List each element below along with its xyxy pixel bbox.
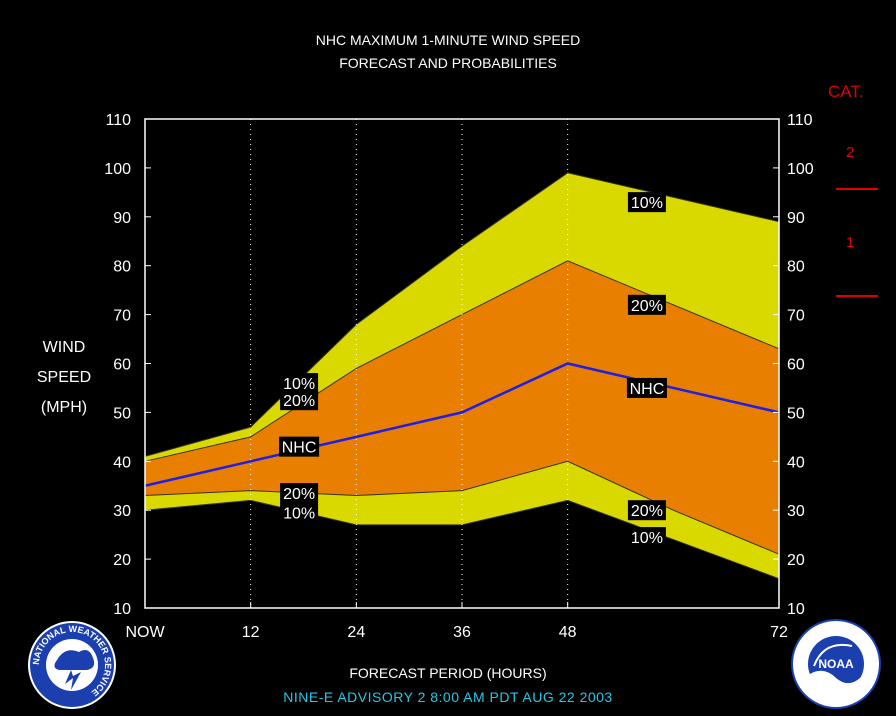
y-tick-label-left-10: 10	[113, 601, 131, 618]
y-tick-label-left-50: 50	[113, 405, 131, 422]
chart-title-line2: FORECAST AND PROBABILITIES	[339, 55, 557, 71]
annotation-20pct-1: 20%	[280, 390, 319, 411]
annotation-label: 10%	[631, 530, 663, 547]
band-edge-upper_outer	[144, 172, 780, 457]
annotation-20pct-8: 20%	[627, 500, 666, 521]
chart-title-line1: NHC MAXIMUM 1-MINUTE WIND SPEED	[315, 32, 581, 48]
y-tick-label-left-70: 70	[113, 308, 131, 325]
annotation-label: 20%	[283, 393, 315, 410]
y-tick-label-left-30: 30	[113, 503, 131, 520]
advisory-info: NINE-E ADVISORY 2 8:00 AM PDT AUG 22 200…	[283, 689, 613, 705]
y-tick-label-left-40: 40	[113, 454, 131, 471]
category-1-label: 1	[846, 234, 855, 251]
annotation-label: NHC	[282, 440, 317, 457]
annotation-box	[280, 483, 319, 504]
y-tick-label-right-70: 70	[787, 308, 805, 325]
noaa-logo-icon: NOAA	[791, 619, 881, 709]
annotation-box	[627, 192, 666, 213]
y-tick-label-right-110: 110	[787, 112, 813, 129]
y-tick-label-right-20: 20	[787, 552, 805, 569]
x-tick-label-36: 36	[453, 624, 471, 641]
y-tick-label-left-90: 90	[113, 210, 131, 227]
annotation-label: 10%	[283, 506, 315, 523]
annotation-label: 20%	[631, 298, 663, 315]
annotation-box	[280, 502, 319, 523]
annotation-box	[627, 500, 666, 521]
y-tick-label-right-90: 90	[787, 210, 805, 227]
annotation-10pct-9: 10%	[627, 527, 666, 548]
y-tick-label-right-30: 30	[787, 503, 805, 520]
y-tick-label-left-60: 60	[113, 357, 131, 374]
x-tick-label-48: 48	[559, 624, 577, 641]
y-axis-label-units: (MPH)	[40, 399, 88, 416]
y-axis-label-speed: SPEED	[36, 369, 92, 386]
annotation-10pct-4: 10%	[280, 502, 319, 523]
annotation-label: NHC	[630, 381, 665, 398]
annotation-box	[627, 294, 666, 315]
band-edge-lower_inner	[144, 460, 780, 555]
y-tick-label-right-40: 40	[787, 454, 805, 471]
x-tick-label-24: 24	[347, 624, 365, 641]
nws-logo-icon: NATIONAL WEATHER SERVICE	[28, 621, 116, 709]
annotation-NHC-2: NHC	[279, 436, 320, 457]
y-tick-label-right-10: 10	[787, 601, 805, 618]
noaa-logo-text: NOAA	[818, 657, 854, 671]
annotation-10pct-5: 10%	[627, 192, 666, 213]
annotation-NHC-7: NHC	[626, 377, 667, 398]
x-tick-label-NOW: NOW	[125, 624, 165, 641]
y-tick-label-left-110: 110	[105, 112, 131, 129]
y-tick-label-left-20: 20	[113, 552, 131, 569]
annotation-label: 20%	[283, 486, 315, 503]
annotation-box	[627, 527, 666, 548]
annotation-label: 10%	[631, 195, 663, 212]
y-tick-label-left-100: 100	[104, 161, 131, 178]
annotation-20pct-6: 20%	[627, 294, 666, 315]
y-tick-label-right-100: 100	[787, 161, 814, 178]
category-2-threshold-line	[836, 188, 878, 190]
annotation-box	[279, 436, 320, 457]
y-tick-label-left-80: 80	[113, 259, 131, 276]
annotation-box	[626, 377, 667, 398]
y-tick-label-right-50: 50	[787, 405, 805, 422]
nhc-forecast-line	[144, 362, 780, 487]
category-2-label: 2	[846, 144, 855, 161]
annotation-label: 10%	[283, 376, 315, 393]
probability-band-20pct	[145, 260, 779, 555]
annotation-label: 20%	[631, 503, 663, 520]
y-tick-label-right-60: 60	[787, 357, 805, 374]
y-tick-label-right-80: 80	[787, 259, 805, 276]
annotation-20pct-3: 20%	[280, 483, 319, 504]
x-axis-title: FORECAST PERIOD (HOURS)	[349, 665, 547, 681]
category-1-threshold-line	[836, 295, 878, 297]
x-tick-label-72: 72	[770, 624, 788, 641]
category-key-title: CAT.	[828, 82, 864, 101]
annotation-box	[280, 373, 319, 394]
annotation-box	[280, 390, 319, 411]
annotation-10pct-0: 10%	[280, 373, 319, 394]
x-tick-label-12: 12	[242, 624, 260, 641]
y-axis-label-wind: WIND	[42, 339, 86, 356]
